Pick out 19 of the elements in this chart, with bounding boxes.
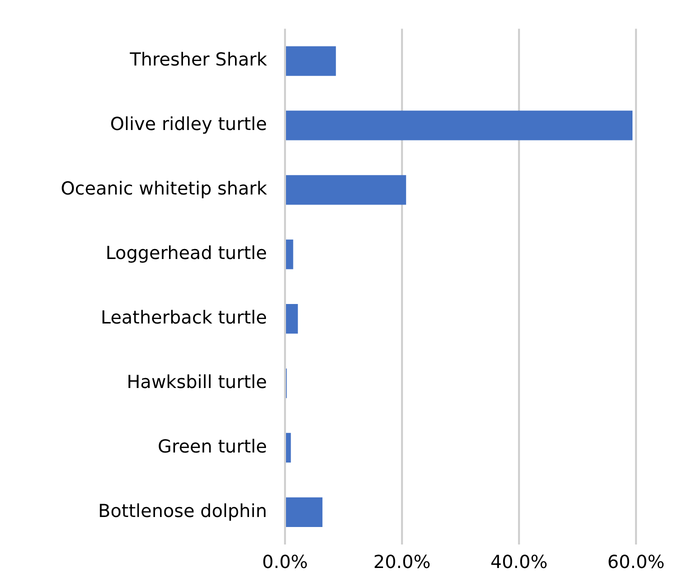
- y-tick-label: Bottlenose dolphin: [98, 500, 267, 522]
- y-tick-label: Oceanic whitetip shark: [60, 178, 268, 200]
- x-tick-label: 60.0%: [607, 552, 665, 573]
- bar: [286, 497, 322, 527]
- y-tick-label: Hawksbill turtle: [126, 372, 267, 393]
- y-tick-label: Green turtle: [158, 436, 267, 458]
- y-tick-label: Thresher Shark: [128, 50, 268, 71]
- x-tick-label: 0.0%: [262, 552, 308, 573]
- y-tick-label: Olive ridley turtle: [110, 114, 267, 136]
- bar: [286, 175, 406, 205]
- x-tick-label: 40.0%: [490, 552, 548, 573]
- x-tick-label: 20.0%: [373, 552, 431, 573]
- bar: [286, 110, 632, 140]
- y-tick-label: Leatherback turtle: [100, 307, 267, 328]
- bar: [286, 432, 291, 463]
- bar: [286, 240, 294, 270]
- bar: [286, 304, 298, 334]
- y-tick-label: Loggerhead turtle: [106, 243, 267, 264]
- bar: [286, 46, 336, 76]
